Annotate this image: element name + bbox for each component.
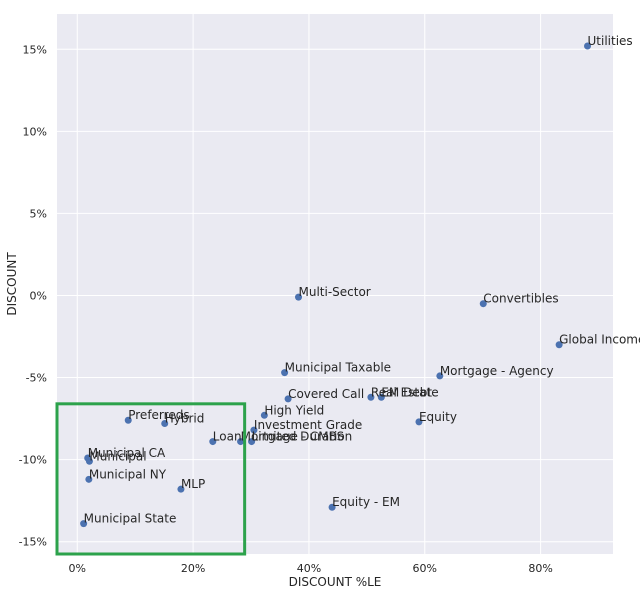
data-point (436, 372, 444, 380)
grid-lines (57, 14, 613, 554)
y-tick-label: 0% (30, 289, 47, 302)
data-point (555, 341, 563, 349)
data-point (248, 438, 256, 446)
y-tick-label: -5% (26, 372, 47, 385)
data-point (584, 42, 592, 50)
point-labels: Utilities Global Income Convertibles Multi-… (84, 34, 640, 526)
point-label: Equity - EM (332, 495, 400, 509)
data-point (295, 293, 303, 301)
point-label: Municipal CA (88, 446, 166, 460)
highlight-box (55, 402, 247, 556)
x-tick-label: 20% (181, 562, 205, 575)
data-point (377, 393, 385, 401)
point-label: Municipal State (84, 512, 177, 526)
data-point (237, 438, 245, 446)
y-tick-label: -10% (19, 454, 47, 467)
data-point (80, 520, 88, 528)
point-label: Equity (419, 410, 457, 424)
data-point (260, 411, 268, 419)
point-label: Municipal NY (89, 467, 167, 481)
point-label: Preferreds (128, 408, 189, 422)
point-label: Loan (213, 430, 242, 444)
point-label: High Yield (264, 403, 324, 417)
data-point (479, 300, 487, 308)
data-point (124, 416, 132, 424)
point-label: Covered Call (288, 387, 364, 401)
point-label: Utilities (588, 34, 633, 48)
x-tick-label: 80% (528, 562, 552, 575)
y-tick-label: 15% (23, 43, 47, 56)
data-point (284, 395, 292, 403)
y-tick-label: 5% (30, 207, 47, 220)
x-tick-labels: 0% 20% 40% 60% 80% (69, 562, 553, 575)
x-axis-label: DISCOUNT %LE (289, 575, 382, 589)
data-point (209, 438, 217, 446)
point-label: Municipal Taxable (285, 361, 391, 375)
data-point (250, 426, 258, 434)
point-label: EM Debt (381, 385, 432, 399)
data-point (367, 393, 375, 401)
y-tick-label: -15% (19, 536, 47, 549)
point-label: MLP (181, 477, 205, 491)
point-label: Real Estate (371, 385, 439, 399)
y-axis-label: DISCOUNT (5, 252, 19, 316)
y-tick-labels: 15% 10% 5% 0% -5% -10% -15% (19, 43, 47, 548)
point-label: Limited Duration (252, 430, 353, 444)
point-label: Global Income (559, 333, 640, 347)
point-label: Convertibles (483, 292, 558, 306)
data-point (161, 420, 169, 428)
point-label: Municipal (89, 449, 146, 463)
x-tick-label: 0% (69, 562, 86, 575)
data-points (80, 42, 592, 528)
point-label: Multi-Sector (299, 285, 371, 299)
plot-background (57, 14, 613, 554)
point-label: Mortgage - CMBS (241, 430, 345, 444)
data-point (85, 457, 93, 465)
point-label: Mortgage - Agency (440, 364, 554, 378)
x-tick-label: 40% (297, 562, 321, 575)
data-point (281, 369, 289, 377)
data-point (328, 503, 336, 511)
data-point (415, 418, 423, 426)
point-label: Hybrid (165, 412, 205, 426)
y-tick-label: 10% (23, 125, 47, 138)
point-label: Investment Grade (254, 418, 362, 432)
data-point (177, 485, 185, 493)
x-tick-label: 60% (413, 562, 437, 575)
data-point (85, 475, 93, 483)
